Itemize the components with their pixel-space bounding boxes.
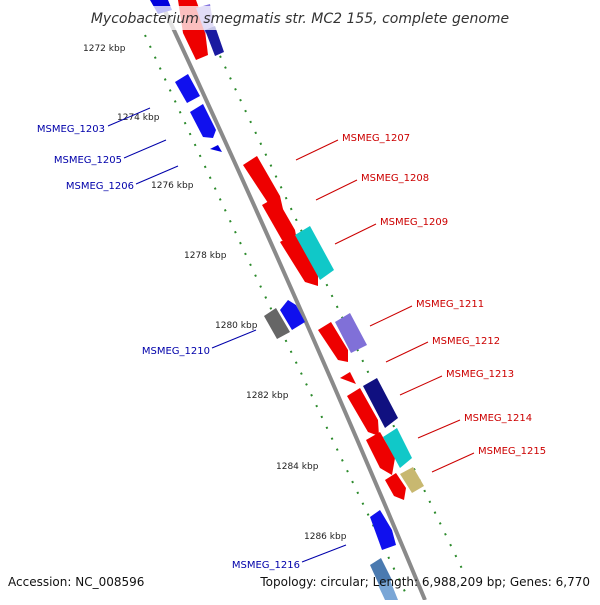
gene-arrow (378, 580, 398, 600)
tick-label: 1276 kbp (151, 181, 194, 191)
leader-line (301, 544, 347, 563)
inner-tick-rail (214, 44, 466, 576)
leader-line (417, 419, 461, 439)
leader-line (385, 341, 429, 363)
reverse-gene-labels: MSMEG_1203 MSMEG_1205 MSMEG_1206 MSMEG_1… (37, 124, 300, 571)
gene-label: MSMEG_1209 (380, 217, 448, 228)
tick-label: 1274 kbp (117, 113, 160, 123)
gene-arrow (370, 510, 396, 550)
leader-line (399, 375, 443, 396)
leader-line (107, 107, 151, 127)
gene-label: MSMEG_1213 (446, 369, 514, 380)
gene-label: MSMEG_1206 (66, 181, 134, 192)
genome-backbone (158, 0, 427, 601)
leader-line (334, 223, 377, 245)
gene-label: MSMEG_1203 (37, 124, 105, 135)
gene-arrow (363, 378, 398, 428)
reverse-leader-lines (107, 107, 347, 563)
leader-line (135, 165, 179, 185)
gene-arrow (383, 428, 412, 468)
gene-arrow (262, 197, 298, 246)
tick-label: 1286 kbp (304, 532, 347, 542)
genome-summary-text: Topology: circular; Length: 6,988,209 bp… (259, 575, 590, 589)
reverse-strand-genes (150, 0, 398, 600)
tick-label: 1282 kbp (246, 391, 289, 401)
gene-arrow (190, 104, 216, 138)
gene-label: MSMEG_1210 (142, 346, 210, 357)
gene-label: MSMEG_1211 (416, 299, 484, 310)
gene-arrow (335, 313, 367, 353)
tick-label: 1278 kbp (184, 251, 227, 261)
gene-arrow (175, 74, 200, 103)
gene-label: MSMEG_1214 (464, 413, 532, 424)
leader-line (369, 305, 413, 327)
gene-label: MSMEG_1212 (432, 336, 500, 347)
forward-strand-genes (178, 0, 424, 500)
gene-arrow (280, 233, 318, 286)
gene-arrow (295, 226, 334, 280)
gene-arrow (370, 558, 392, 587)
gene-arrow (210, 145, 222, 152)
outer-tick-rail (144, 34, 409, 599)
tick-labels: 1272 kbp 1274 kbp 1276 kbp 1278 kbp 1280… (83, 44, 347, 542)
forward-leader-lines (295, 139, 475, 473)
tick-label: 1280 kbp (215, 321, 258, 331)
gene-arrow (340, 372, 356, 384)
leader-line (315, 179, 358, 201)
gene-arrow (347, 388, 379, 436)
gene-arrow (280, 300, 305, 330)
title-backdrop (92, 6, 510, 30)
leader-line (123, 139, 167, 159)
gene-label: MSMEG_1205 (54, 155, 122, 166)
map-title: Mycobacterium smegmatis str. MC2 155, co… (91, 11, 509, 27)
gene-arrow (400, 467, 424, 493)
forward-gene-labels: MSMEG_1207 MSMEG_1208 MSMEG_1209 MSMEG_1… (342, 133, 546, 457)
gene-label: MSMEG_1207 (342, 133, 410, 144)
gene-label: MSMEG_1215 (478, 446, 546, 457)
tick-label: 1284 kbp (276, 462, 319, 472)
gene-arrow (385, 473, 406, 500)
tick-label: 1272 kbp (83, 44, 126, 54)
gene-label: MSMEG_1208 (361, 173, 429, 184)
leader-line (211, 329, 257, 349)
accession-text: Accession: NC_008596 (8, 575, 144, 589)
gene-label: MSMEG_1216 (232, 560, 300, 571)
leader-line (295, 139, 339, 161)
gene-arrow (366, 432, 395, 475)
leader-line (431, 452, 475, 473)
gene-arrow (205, 26, 224, 56)
gene-arrow (318, 322, 348, 362)
gene-arrow (264, 308, 290, 339)
